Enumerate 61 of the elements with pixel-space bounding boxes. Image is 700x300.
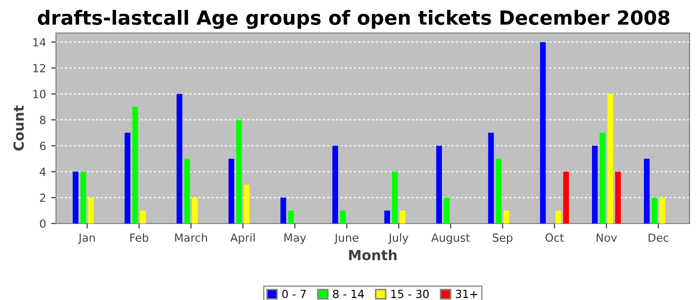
bar	[504, 210, 510, 224]
x-tick-label: June	[334, 234, 358, 244]
bar	[384, 210, 390, 224]
bar	[607, 94, 614, 224]
bar	[644, 158, 650, 224]
y-tick-label: 6	[40, 142, 46, 150]
bar	[124, 132, 130, 224]
y-tick-label: 2	[40, 194, 46, 202]
bar	[192, 198, 198, 224]
y-tick-label: 14	[33, 38, 46, 46]
bar	[132, 106, 138, 224]
y-tick-label: 10	[33, 90, 46, 98]
bar	[444, 198, 450, 224]
y-axis-title: Count	[13, 105, 24, 151]
x-tick-label: Sep	[492, 233, 512, 244]
bar	[280, 198, 286, 224]
bar	[176, 94, 182, 224]
x-tick-label: Oct	[546, 233, 564, 242]
bar	[288, 210, 294, 224]
y-tick-label: 4	[40, 168, 46, 176]
bar	[652, 198, 658, 224]
x-tick-label: August	[431, 234, 470, 244]
legend-label: 31+	[456, 290, 478, 298]
bar	[332, 146, 338, 224]
bar	[592, 146, 598, 224]
legend-label: 8 - 14	[333, 290, 364, 298]
bar	[563, 172, 569, 224]
bar	[244, 184, 250, 224]
bar	[600, 132, 606, 224]
bar	[72, 172, 78, 224]
y-tick-label: 0	[40, 219, 46, 228]
y-tick-label: 8	[40, 116, 46, 124]
bar	[496, 158, 502, 224]
x-tick-label: Feb	[130, 233, 148, 242]
x-tick-label: Nov	[596, 234, 617, 242]
bar	[392, 172, 398, 224]
bar	[615, 172, 621, 224]
x-tick-label: July	[388, 233, 408, 244]
x-tick-label: March	[175, 233, 207, 242]
x-axis-title: Month	[349, 250, 397, 260]
bar	[436, 146, 442, 224]
x-tick-label: April	[230, 233, 255, 244]
bar	[228, 158, 234, 224]
x-tick-label: Jan	[78, 234, 95, 244]
bar	[400, 210, 406, 224]
x-tick-label: May	[284, 234, 306, 244]
bar	[88, 198, 94, 224]
bar	[555, 210, 562, 224]
bar	[340, 210, 346, 224]
y-tick-label: 12	[33, 64, 46, 72]
bar	[80, 172, 86, 224]
legend-label: 0 - 7	[282, 290, 306, 298]
chart-title: drafts-lastcall Age groups of open tickets December 2008	[38, 10, 670, 29]
bar	[140, 210, 146, 224]
bar	[236, 120, 242, 224]
bar	[488, 132, 494, 224]
legend-label: 15 - 30	[391, 290, 429, 298]
x-tick-label: Dec	[648, 234, 668, 242]
bar	[184, 158, 190, 224]
bar	[540, 42, 546, 224]
bar	[659, 198, 666, 224]
